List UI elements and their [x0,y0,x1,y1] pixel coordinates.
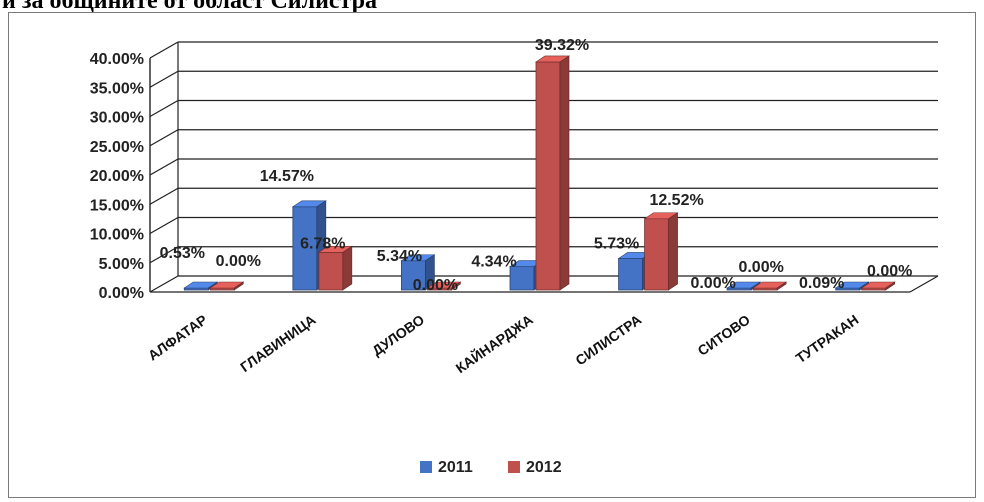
grid-line-side [149,99,179,118]
y-tick-label: 10.00% [90,227,144,244]
bar-2012-1 [317,245,353,291]
legend-item-2011: 2011 [420,459,473,476]
y-axis-ticks: 0.00% 5.00% 10.00% 15.00% 20.00% 25.00% 30.00%… [90,51,144,302]
data-label-2011-5: 0.00% [690,275,735,292]
legend-item-2012: 2012 [508,459,562,476]
category-label: СИЛИСТРА [572,311,644,368]
data-label-2012-4: 12.52% [649,192,703,209]
chart-legend: 2011 2012 [420,459,562,476]
legend-label: 2012 [526,459,562,476]
data-label-2012-1: 6.78% [300,235,345,252]
legend-swatch [420,461,432,473]
data-label-2012-5: 0.00% [738,259,783,276]
y-tick-label: 40.00% [90,51,144,68]
bar-2012-3 [535,55,570,291]
grid-line-side [149,187,179,205]
category-label: СИТОВО [695,311,753,359]
chart-frame [8,12,976,498]
y-tick-label: 0.00% [99,285,144,302]
data-label-2011-3: 4.34% [471,254,516,271]
bar-2011-1 [291,200,327,291]
bar-2012-6 [860,281,896,291]
legend-swatch [508,461,520,473]
grid-line-side [149,158,179,176]
category-label: АЛФАТАР [145,311,210,363]
data-label-2012-6: 0.00% [867,263,912,280]
category-label: ДУЛОВО [369,311,427,358]
grid-line-side [149,70,179,88]
bar-2011-2 [400,254,436,291]
data-label-2011-0: 0.53% [160,245,205,262]
category-label: ГЛАВИНИЦА [237,311,318,375]
floor-right-edge [909,275,939,293]
data-label-2011-1: 14.57% [260,168,314,185]
page-header-text: и за общините от област Силистра [2,0,377,14]
data-labels: 0.53% 0.00% 14.57% 6.78% 5.34% 0.00% 4.34% 39.3… [160,37,913,294]
grid-line-side [149,216,179,235]
data-label-2012-2: 0.00% [413,277,458,294]
grid-line-side [149,246,179,264]
y-tick-label: 30.00% [90,110,144,127]
bar-2012-4 [643,212,679,291]
grid-line-side [149,129,179,147]
data-label-2011-4: 5.73% [594,235,639,252]
bar-2012-2 [426,281,462,291]
data-label-2012-0: 0.00% [216,253,261,270]
bar-2012-0 [209,281,245,291]
data-label-2011-2: 5.34% [377,248,422,265]
category-label: ТУТРАКАН [793,311,862,366]
bar-2012-5 [752,281,788,291]
category-label: КАЙНАРДЖА [452,311,536,377]
data-label-2011-6: 0.09% [799,275,844,292]
y-tick-label: 5.00% [99,256,144,273]
bar-2011-6 [834,281,870,291]
grid-line-side [149,41,179,59]
chart-bars [183,55,896,291]
legend-label: 2011 [438,459,473,476]
data-label-2012-3: 39.32% [535,37,589,54]
y-tick-label: 20.00% [90,168,144,185]
y-tick-label: 15.00% [90,197,144,214]
y-tick-label: 35.00% [90,80,144,97]
grid-line-side [149,275,179,293]
x-axis-categories: АЛФАТАР ГЛАВИНИЦА ДУЛОВО КАЙНАРДЖА СИЛИСТРА С… [145,311,862,377]
y-tick-label: 25.00% [90,139,144,156]
